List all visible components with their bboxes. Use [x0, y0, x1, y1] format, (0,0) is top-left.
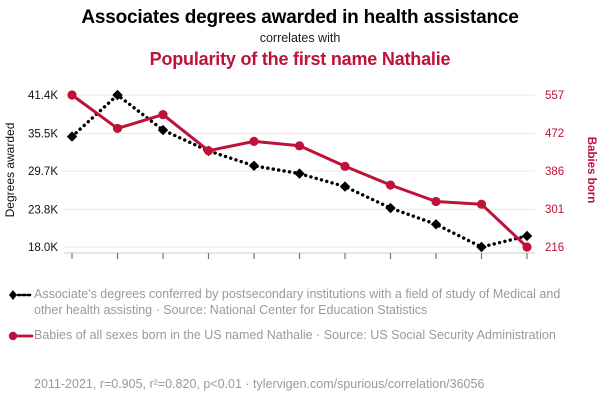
title-connector: correlates with	[259, 31, 341, 45]
data-point-marker	[203, 146, 214, 156]
chart-title-block: Associates degrees awarded in health ass…	[0, 0, 600, 70]
data-point-marker	[67, 90, 77, 100]
page-title: Associates degrees awarded in health ass…	[81, 7, 519, 28]
data-point-marker	[431, 196, 441, 207]
plot-area: 18.0K 23.8K 29.7K 35.5K 41.4K 216 301 386 472 55…	[0, 82, 600, 262]
data-point-marker	[158, 110, 168, 120]
data-point-marker	[476, 241, 487, 253]
left-axis-tick-label: 23.8K	[28, 204, 58, 216]
right-axis-tick-label: 472	[545, 128, 564, 140]
series-babies-born	[67, 90, 532, 252]
data-point-marker	[157, 124, 169, 136]
chart-legend: Associate's degrees conferred by postsec…	[0, 286, 600, 344]
left-axis-title: Degrees awarded	[3, 123, 17, 218]
data-point-marker	[385, 202, 396, 214]
data-point-marker	[294, 141, 305, 151]
left-axis-tick-labels: 18.0K 23.8K 29.7K 35.5K 41.4K	[28, 90, 58, 254]
left-axis-tick-label: 35.5K	[28, 128, 58, 140]
data-point-marker	[248, 160, 260, 172]
plot-svg: 18.0K 23.8K 29.7K 35.5K 41.4K 216 301 386 472 55…	[3, 89, 597, 259]
data-point-marker	[476, 199, 487, 209]
data-point-marker	[112, 123, 123, 134]
legend-label-degrees: Associate's degrees conferred by postsec…	[34, 287, 561, 317]
data-point-marker	[66, 131, 78, 142]
chart-footer-stats: 2011-2021, r=0.905, r²=0.820, p<0.01 · t…	[34, 377, 485, 391]
right-axis-tick-label: 557	[545, 90, 564, 102]
right-axis-tick-labels: 216 301 386 472 557	[545, 90, 564, 254]
page-subtitle: Popularity of the first name Nathalie	[149, 49, 451, 69]
data-point-marker	[294, 168, 305, 179]
red-solid-circle-icon	[6, 328, 34, 344]
left-axis-tick-label: 18.0K	[28, 242, 58, 254]
legend-item-babies: Babies of all sexes born in the US named…	[0, 327, 600, 344]
data-point-marker	[385, 180, 396, 190]
data-point-marker	[249, 136, 259, 146]
right-axis-tick-label: 386	[545, 166, 564, 178]
data-point-marker	[112, 89, 123, 101]
right-axis-title: Babies born	[585, 137, 597, 203]
right-axis-tick-label: 301	[545, 204, 564, 216]
data-point-marker	[430, 219, 442, 230]
right-axis-tick-label: 216	[545, 242, 564, 254]
x-axis-ticks	[71, 253, 528, 259]
data-point-marker	[522, 242, 532, 252]
black-dotted-diamond-icon	[6, 287, 34, 303]
legend-item-degrees: Associate's degrees conferred by postsec…	[0, 286, 600, 318]
left-axis-tick-label: 41.4K	[28, 90, 58, 102]
data-point-marker	[339, 181, 351, 192]
legend-label-babies: Babies of all sexes born in the US named…	[34, 328, 556, 342]
data-point-marker	[521, 230, 533, 242]
data-point-marker	[340, 161, 350, 171]
left-axis-tick-label: 29.7K	[28, 166, 58, 178]
